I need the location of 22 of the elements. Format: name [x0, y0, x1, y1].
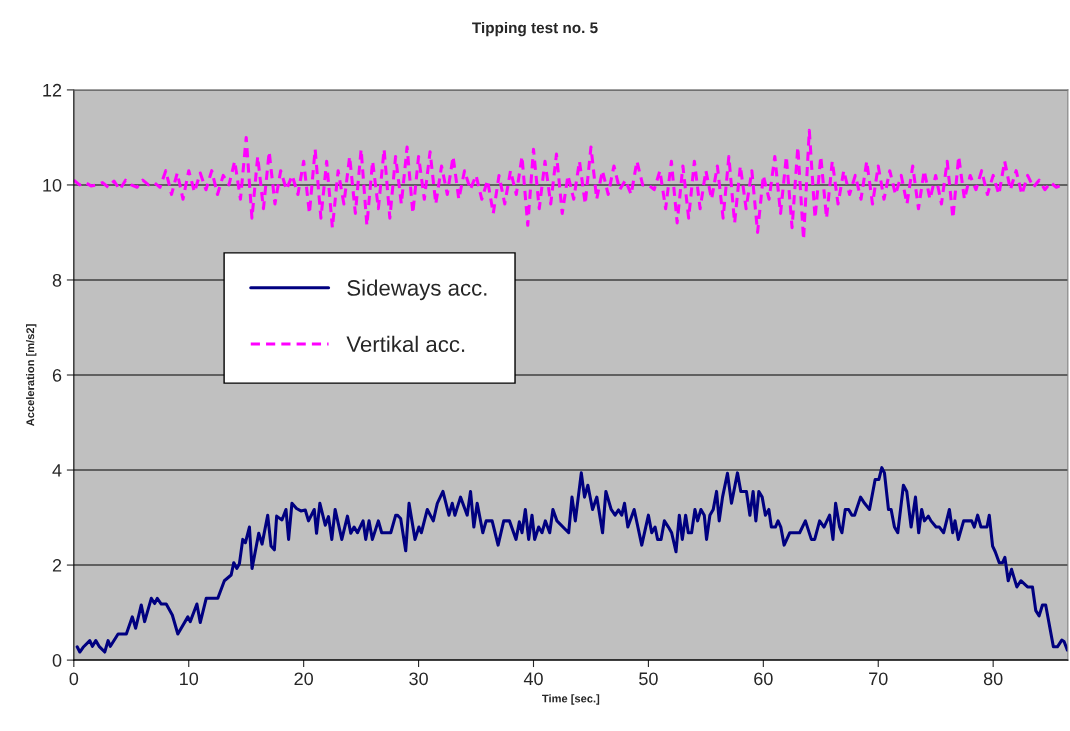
y-tick-label: 12	[43, 83, 62, 97]
x-tick-label: 10	[180, 672, 199, 686]
x-tick-label: 30	[409, 672, 428, 686]
x-tick-label: 40	[523, 672, 543, 686]
x-axis-title: Time [sec.]	[542, 694, 600, 705]
legend-label: Sideways acc.	[347, 279, 487, 301]
x-tick-label: 20	[294, 672, 313, 686]
y-tick-label: 6	[52, 368, 62, 382]
x-tick-label: 70	[869, 672, 888, 686]
legend-label: Vertikal acc.	[346, 335, 465, 353]
y-tick-label: 4	[52, 464, 62, 477]
x-tick-label: 80	[983, 672, 1003, 686]
y-axis-title: Acceleration [m/s2]	[26, 324, 37, 426]
x-tick-label: 0	[69, 672, 79, 686]
y-tick-label: 0	[52, 654, 62, 667]
y-tick-label: 2	[52, 559, 62, 572]
y-tick-label: 10	[43, 178, 62, 192]
y-tick-label: 8	[52, 273, 62, 287]
x-tick-label: 50	[639, 672, 658, 686]
line-series	[75, 466, 1068, 654]
x-tick-label: 60	[754, 672, 773, 686]
chart-title: Tipping test no. 5	[472, 21, 598, 37]
